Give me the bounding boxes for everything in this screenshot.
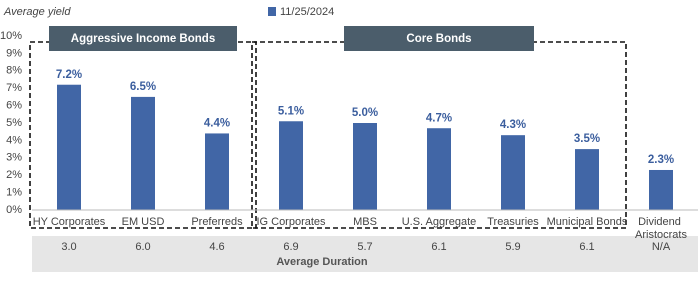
x-tick-label: Treasuries — [487, 216, 539, 228]
bar — [427, 128, 451, 210]
y-tick-label: 3% — [6, 152, 22, 164]
y-axis-label: Average yield — [3, 6, 71, 18]
group-header — [344, 26, 534, 51]
value-label: 4.3% — [500, 119, 526, 131]
y-tick-label: 9% — [6, 47, 22, 59]
x-tick-label: IG Corporates — [256, 216, 326, 228]
legend-swatch — [268, 7, 276, 16]
bar — [649, 169, 673, 210]
duration-label: Average Duration — [276, 256, 368, 268]
duration-value: 4.6 — [209, 241, 224, 253]
y-tick-label: 0% — [6, 204, 22, 216]
value-label: 2.3% — [648, 154, 674, 166]
x-tick-label: Municipal Bonds — [547, 216, 628, 228]
y-tick-label: 6% — [6, 100, 22, 112]
x-tick-label: U.S. Aggregate — [402, 216, 477, 228]
group-label: Core Bonds — [406, 33, 471, 45]
duration-value: 5.9 — [505, 241, 520, 253]
y-tick-label: 2% — [6, 169, 22, 181]
bar — [353, 123, 377, 210]
group-label: Aggressive Income Bonds — [71, 33, 215, 45]
bar — [205, 133, 229, 210]
y-tick-label: 10% — [0, 30, 22, 42]
y-tick-label: 4% — [6, 134, 22, 146]
y-tick-label: 1% — [6, 187, 22, 199]
x-tick-label: MBS — [353, 216, 377, 228]
y-tick-label: 7% — [6, 82, 22, 94]
duration-value: 6.1 — [431, 241, 446, 253]
value-label: 4.7% — [426, 112, 452, 124]
value-label: 5.1% — [278, 105, 304, 117]
value-label: 5.0% — [352, 107, 378, 119]
y-tick-label: 5% — [6, 117, 22, 129]
legend-label: 11/25/2024 — [280, 6, 334, 18]
bar — [501, 135, 525, 210]
group-header — [49, 26, 237, 51]
duration-value: N/A — [652, 241, 671, 253]
value-label: 6.5% — [130, 81, 156, 93]
value-label: 7.2% — [56, 69, 82, 81]
duration-value: 6.0 — [135, 241, 150, 253]
y-tick-label: 8% — [6, 65, 22, 77]
value-label: 3.5% — [574, 133, 600, 145]
duration-value: 3.0 — [61, 241, 76, 253]
bar — [279, 121, 303, 210]
value-label: 4.4% — [204, 117, 230, 129]
duration-value: 6.1 — [579, 241, 594, 253]
bar — [575, 149, 599, 210]
duration-value: 5.7 — [357, 241, 372, 253]
duration-band — [32, 236, 698, 272]
duration-value: 6.9 — [283, 241, 298, 253]
bar — [57, 84, 81, 210]
x-tick-label: HY Corporates — [33, 216, 106, 228]
bar — [131, 96, 155, 210]
x-tick-label: Preferreds — [191, 216, 243, 228]
x-tick-label: Dividend Aristocrats — [635, 216, 687, 241]
x-tick-label: EM USD — [122, 216, 165, 228]
